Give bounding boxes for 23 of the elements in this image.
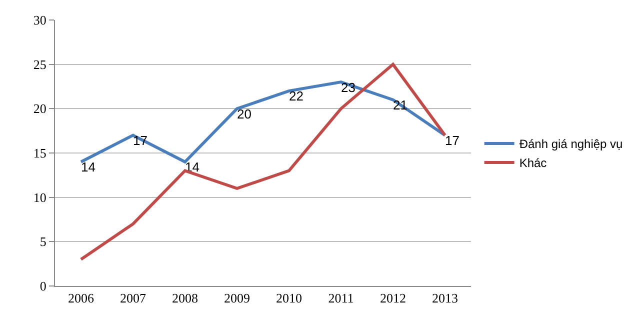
legend-label: Khác — [519, 156, 547, 170]
y-tick-label: 0 — [40, 278, 46, 294]
y-tick-label: 5 — [40, 234, 46, 250]
y-tick-label: 30 — [33, 12, 46, 28]
x-tick-label: 2011 — [328, 290, 354, 306]
x-tick-label: 2009 — [224, 290, 250, 306]
data-label: 20 — [237, 106, 252, 122]
x-tick-label: 2012 — [380, 290, 406, 306]
data-label: 14 — [81, 160, 96, 175]
legend-label: Đánh giá nghiệp vụ — [519, 137, 623, 152]
y-tick-label: 15 — [33, 146, 46, 161]
data-label: 17 — [445, 133, 460, 148]
x-tick-label: 2008 — [172, 290, 198, 306]
data-label: 22 — [289, 88, 304, 104]
line-series — [80, 80, 446, 164]
y-tick-label: 25 — [33, 56, 46, 72]
y-tick-label: 20 — [33, 101, 46, 116]
x-tick-label: 2006 — [68, 290, 94, 306]
line-series — [80, 62, 446, 261]
y-tick-label: 10 — [33, 190, 46, 205]
x-tick-label: 2013 — [432, 290, 458, 306]
x-tick-label: 2010 — [276, 290, 302, 306]
x-tick-label: 2007 — [120, 290, 146, 306]
